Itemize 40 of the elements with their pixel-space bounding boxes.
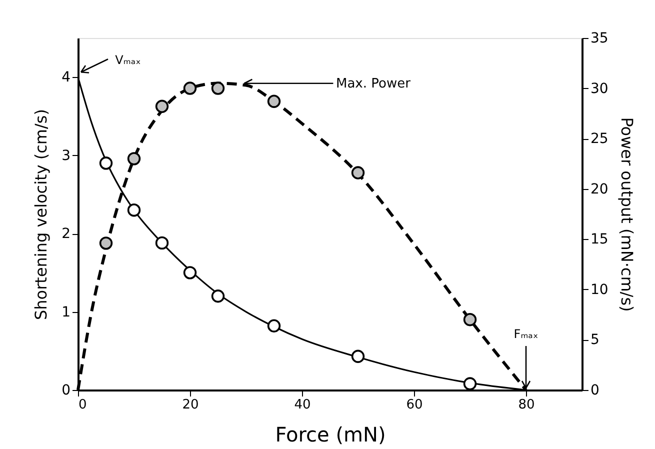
y-axis-title: Shortening velocity (cm/s) [32,109,51,320]
x-tick-label: 60 [406,398,423,412]
y2-axis-title: Power output (mN·cm/s) [617,117,636,312]
y-tick-label: 2 [62,226,70,242]
annotation: Max. Power [336,76,412,92]
point [127,152,141,166]
x-axis-title: Force (mN) [275,422,386,446]
x-tick-label: 40 [294,398,311,412]
annotation: Fₘₐₓ [514,327,538,341]
y2-tick-label: 30 [590,80,608,97]
point [183,82,197,95]
point [127,204,141,217]
y-tick-label: 1 [62,304,70,320]
point [183,266,197,280]
point [351,166,365,180]
point [267,319,281,332]
point [351,350,365,363]
y2-tick-label: 5 [590,332,600,348]
y-tick-label: 4 [62,70,71,86]
y2-tick-label: 10 [590,282,608,298]
y2-tick-label: 35 [590,30,608,46]
y-tick-label: 0 [62,382,70,398]
x-tick-label: 20 [182,398,199,412]
point [267,94,281,108]
point [155,100,169,113]
y-tick-label: 3 [62,148,70,164]
annotation: Vₘₐₓ [115,53,141,68]
point [211,290,225,303]
point [155,236,169,250]
x-tick-label: 0 [78,398,87,412]
y2-tick-label: 0 [590,382,600,398]
point [463,377,477,390]
point [463,313,477,326]
x-tick-label: 80 [518,398,535,412]
point [99,236,113,250]
point [99,156,113,170]
y2-tick-label: 20 [590,181,608,198]
y2-tick-label: 25 [590,131,608,148]
point [211,82,225,95]
y2-tick-label: 15 [590,232,608,248]
